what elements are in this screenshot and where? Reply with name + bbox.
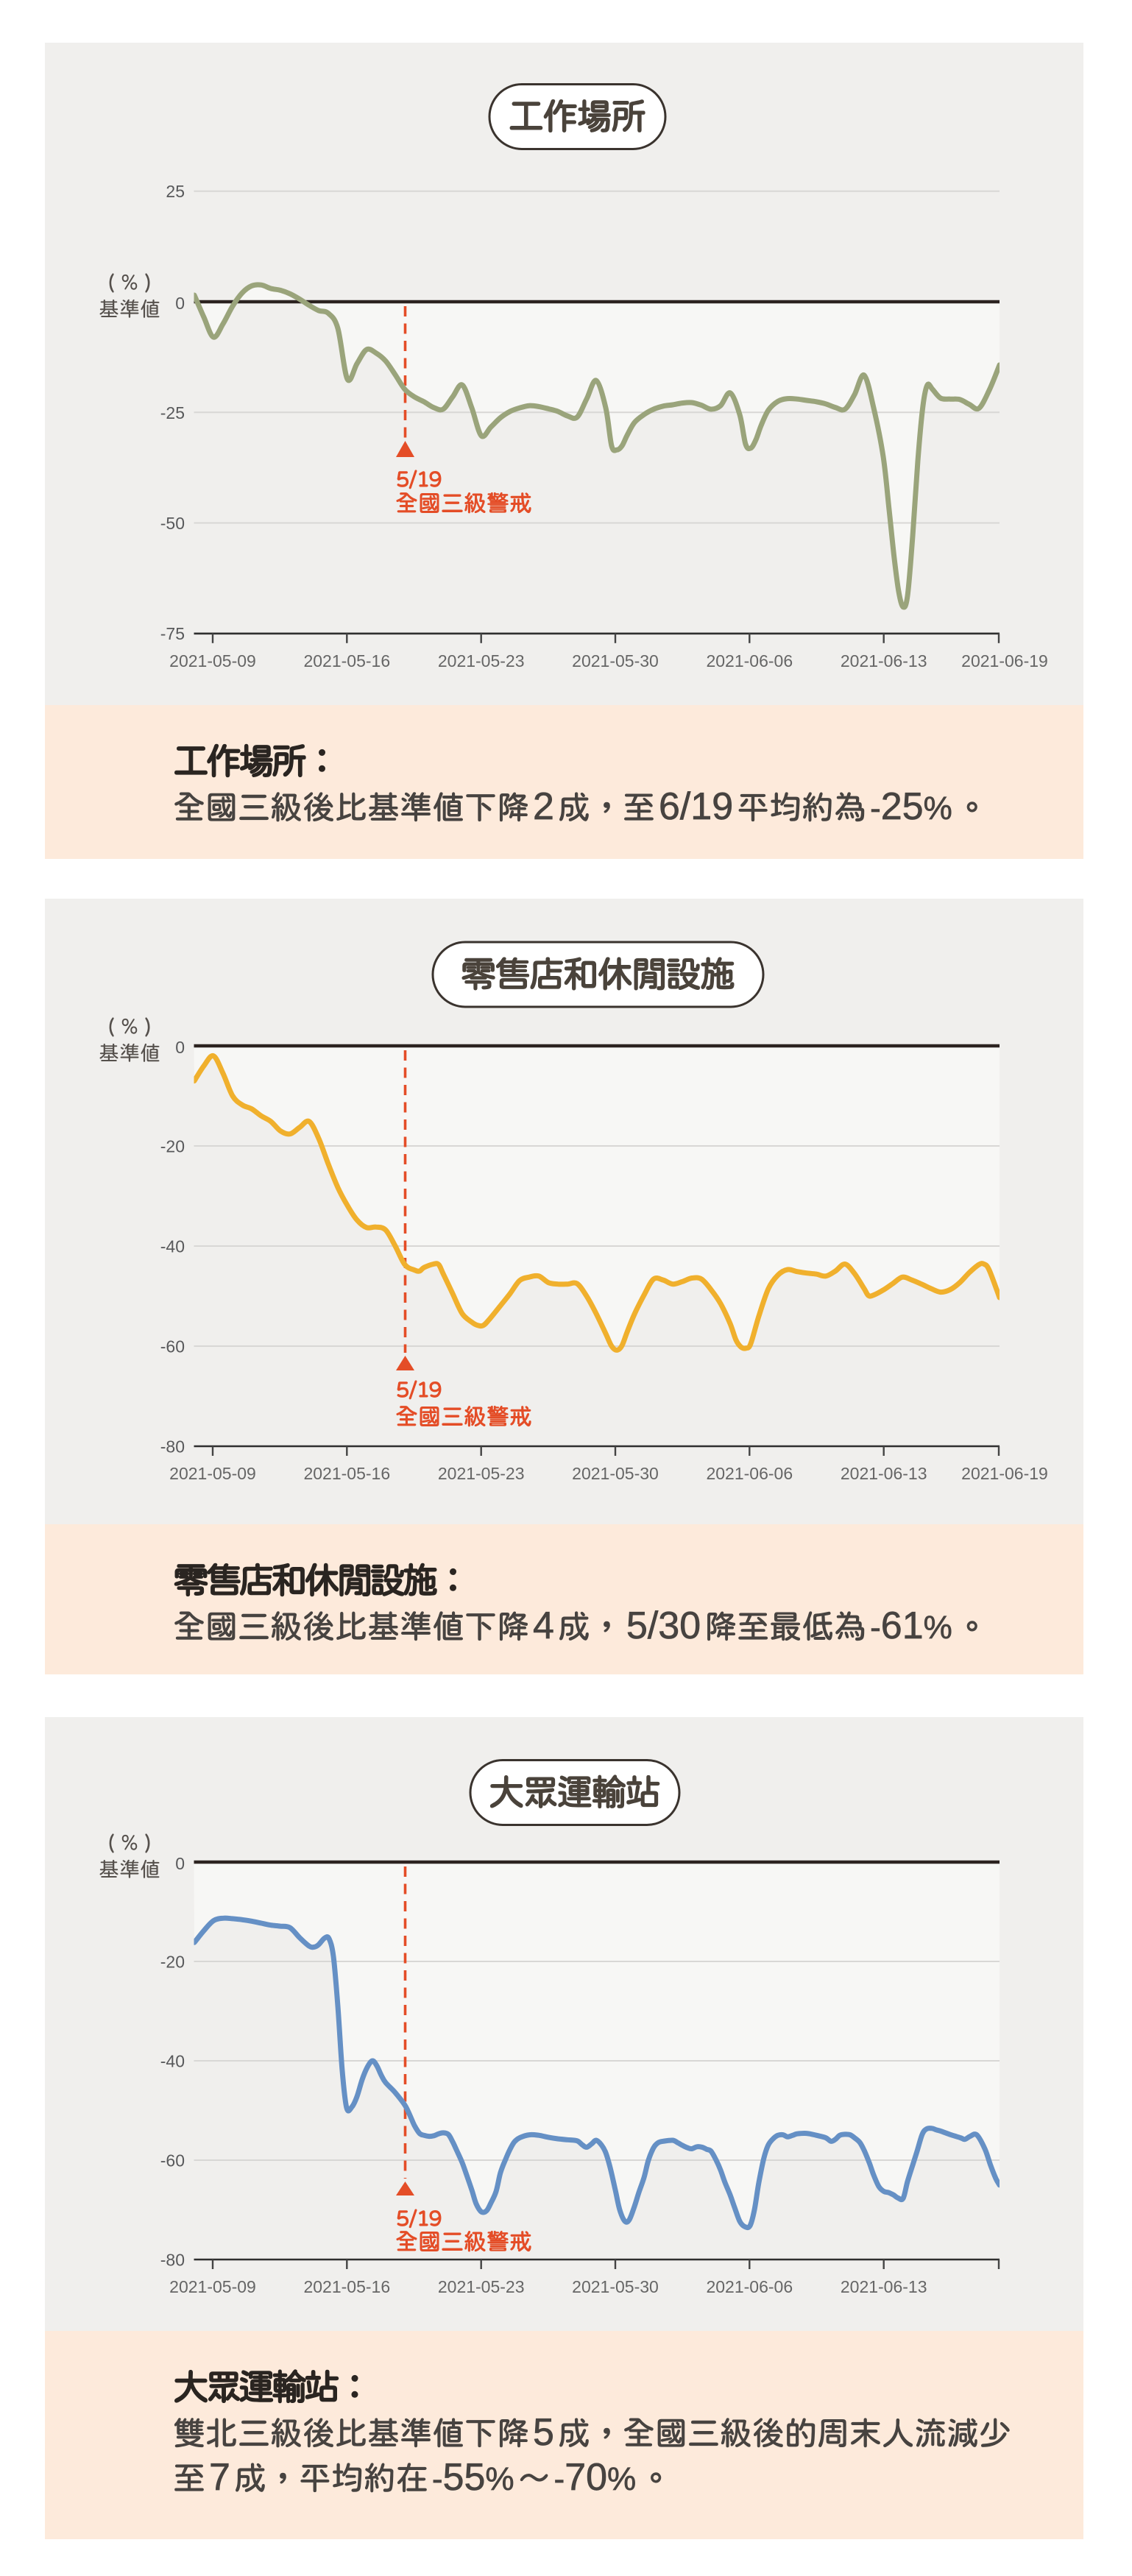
svg-text:2021-06-13: 2021-06-13	[841, 651, 927, 670]
svg-text:2021-06-19: 2021-06-19	[961, 651, 1048, 670]
svg-text:-40: -40	[160, 1237, 185, 1256]
svg-text:2021-05-16: 2021-05-16	[303, 651, 390, 670]
svg-text:25: 25	[166, 182, 185, 201]
svg-text:2021-05-30: 2021-05-30	[572, 2277, 659, 2296]
svg-text:-80: -80	[160, 1437, 185, 1457]
svg-text:2021-05-23: 2021-05-23	[438, 1464, 525, 1483]
svg-text:2021-06-13: 2021-06-13	[841, 1464, 927, 1483]
svg-text:-25: -25	[160, 403, 185, 422]
svg-text:-20: -20	[160, 1137, 185, 1156]
svg-text:2021-06-06: 2021-06-06	[706, 651, 793, 670]
svg-text:2021-05-16: 2021-05-16	[303, 2277, 390, 2296]
svg-text:-20: -20	[160, 1953, 185, 1972]
svg-text:-80: -80	[160, 2251, 185, 2270]
svg-text:0: 0	[175, 294, 185, 313]
svg-text:-40: -40	[160, 2052, 185, 2071]
svg-text:2021-06-13: 2021-06-13	[841, 2277, 927, 2296]
svg-text:0: 0	[175, 1854, 185, 1873]
svg-text:-60: -60	[160, 2151, 185, 2170]
svg-text:2021-05-09: 2021-05-09	[169, 651, 256, 670]
svg-text:0: 0	[175, 1038, 185, 1057]
svg-text:2021-05-30: 2021-05-30	[572, 651, 659, 670]
svg-text:2021-05-09: 2021-05-09	[169, 2277, 256, 2296]
svg-text:2021-06-06: 2021-06-06	[706, 1464, 793, 1483]
svg-text:2021-05-09: 2021-05-09	[169, 1464, 256, 1483]
svg-text:2021-06-19: 2021-06-19	[961, 1464, 1048, 1483]
svg-text:2021-06-06: 2021-06-06	[706, 2277, 793, 2296]
svg-text:-75: -75	[160, 624, 185, 643]
svg-text:-60: -60	[160, 1337, 185, 1356]
svg-text:-50: -50	[160, 514, 185, 533]
svg-text:2021-05-23: 2021-05-23	[438, 651, 525, 670]
svg-text:2021-05-23: 2021-05-23	[438, 2277, 525, 2296]
svg-text:2021-05-30: 2021-05-30	[572, 1464, 659, 1483]
svg-text:2021-05-16: 2021-05-16	[303, 1464, 390, 1483]
